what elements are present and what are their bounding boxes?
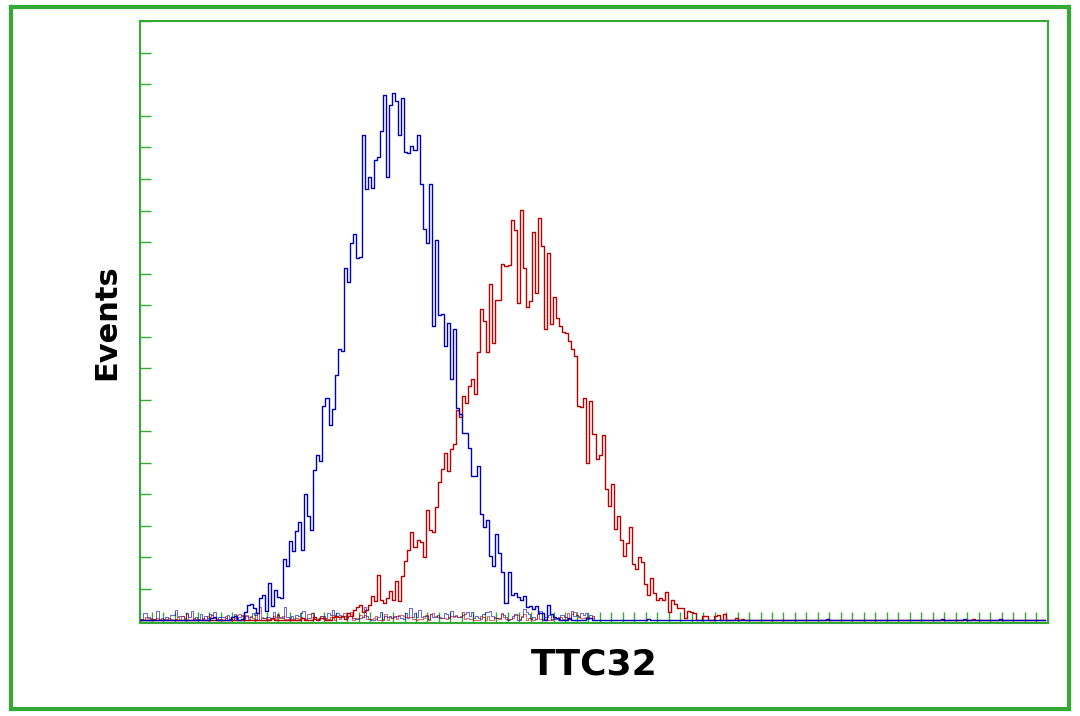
Y-axis label: Events: Events: [93, 264, 122, 380]
X-axis label: TTC32: TTC32: [530, 647, 658, 681]
